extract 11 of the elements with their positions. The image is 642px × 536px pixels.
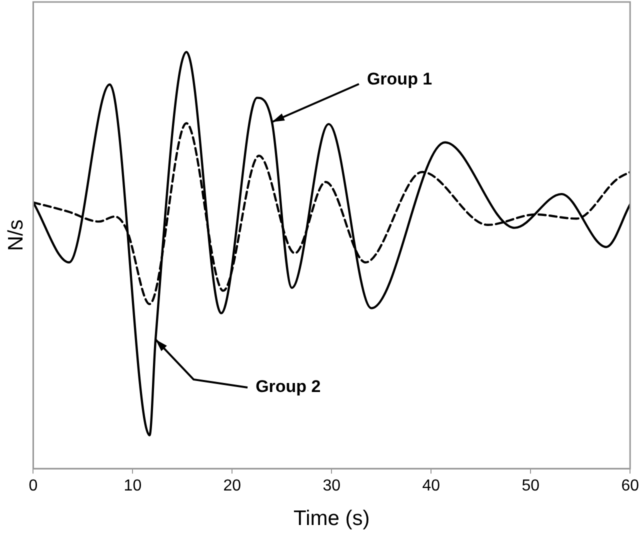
- x-tick-label: 20: [223, 478, 242, 495]
- y-axis-title: N/s: [4, 220, 28, 252]
- x-axis-title: Time (s): [294, 507, 370, 530]
- x-tick-label: 50: [522, 478, 540, 495]
- x-tick-label: 30: [322, 478, 341, 495]
- x-tick-label: 0: [28, 478, 38, 495]
- x-tick-label: 10: [124, 478, 142, 495]
- x-tick-label: 60: [621, 478, 640, 495]
- x-tick-label: 40: [422, 478, 440, 495]
- annotation: Group 1: [366, 70, 432, 89]
- annotation: Group 2: [256, 377, 321, 396]
